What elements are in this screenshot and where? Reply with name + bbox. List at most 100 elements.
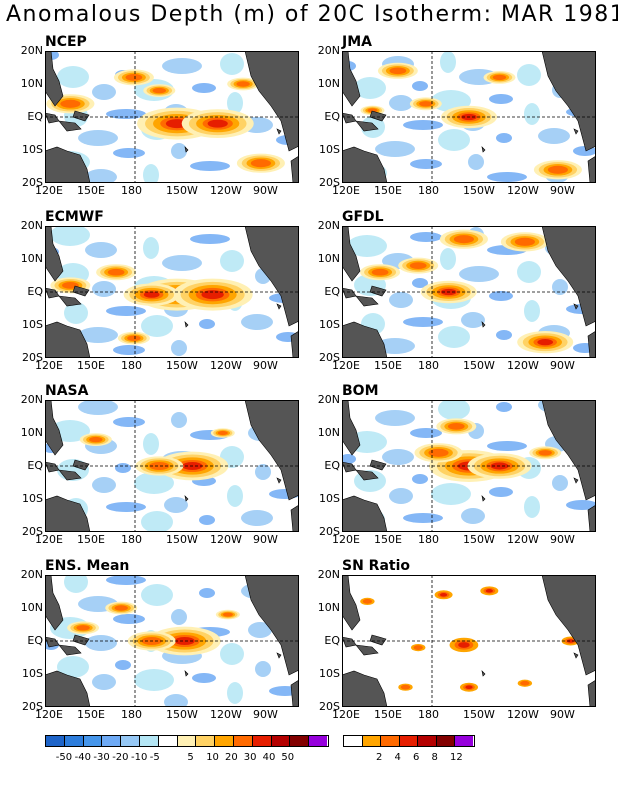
landmass [45,495,91,532]
anomaly-patch [134,472,174,494]
lat-tick-label: 10S [22,667,43,680]
anomaly-patch [487,441,527,451]
anomaly-patch [382,449,414,465]
lon-tick-label: 150W [463,533,495,546]
anomaly-contour [492,74,507,81]
panel-title: JMA [342,34,372,50]
anomaly-colorbar-labels: -50 -40 -30 -20 -10 -5 5 10 20 30 40 50 [45,752,345,766]
anomaly-contour [413,645,423,650]
lat-tick-label: EQ [324,634,340,647]
anomaly-patch [113,614,145,624]
lon-tick-label: 150W [463,359,495,372]
map-panel: BOM [342,383,596,532]
lat-tick-label: 20S [319,176,340,189]
anomaly-contour [114,605,128,611]
anomaly-contour [76,625,90,631]
landmass [573,128,579,135]
landmass [573,652,579,659]
landmass [355,295,379,307]
lat-tick-label: 10S [319,667,340,680]
landmass [45,636,60,648]
landmass [342,636,357,648]
anomaly-patch [227,92,243,114]
map-panel: NCEP [45,34,299,183]
anomaly-patch [255,661,271,677]
lat-tick-label: EQ [324,459,340,472]
anomaly-patch [552,279,568,295]
landmass [184,670,189,677]
colorbar-swatch [102,736,122,746]
anomaly-map [342,226,596,358]
lon-tick-label: 90W [550,359,575,372]
lon-tick-label: 180 [121,708,142,721]
lat-tick-label: 20S [22,700,43,713]
anomaly-contour [107,268,125,276]
anomaly-patch [524,496,540,518]
lat-tick-label: 20N [317,568,340,581]
lon-tick-label: 120E [332,184,360,197]
landmass [290,504,299,532]
landmass [355,469,379,481]
lon-tick-label: 120W [210,533,242,546]
lat-tick-label: 20S [22,176,43,189]
sn-ratio-colorbar [343,735,475,747]
anomaly-patch [92,84,116,100]
landmass [72,110,90,122]
lon-tick-label: 120W [210,359,242,372]
anomaly-patch [143,433,159,455]
anomaly-patch [113,417,145,427]
lat-tick-label: 20N [20,568,43,581]
lat-tick-label: 10S [22,318,43,331]
colorbar-swatch [139,736,159,746]
landmass [342,321,388,358]
landmass [244,575,299,676]
anomaly-patch [403,120,443,130]
landmass [587,330,596,358]
colorbar-swatch [381,736,400,746]
landmass [45,461,60,473]
landmass [45,51,64,107]
anomaly-map [342,51,596,183]
landmass [369,634,387,646]
landmass [72,459,90,471]
colorbar-label: -5 [149,752,160,763]
colorbar-swatch [399,736,418,746]
lat-tick-label: EQ [27,634,43,647]
anomaly-patch [375,141,415,157]
anomaly-patch [192,83,216,93]
landmass [244,51,299,152]
anomaly-patch [438,129,470,151]
colorbar-label: 50 [281,752,295,763]
landmass [58,644,82,656]
anomaly-patch [164,497,188,513]
colorbar-label: -40 [74,752,91,763]
anomaly-patch [403,317,443,327]
anomaly-patch [389,488,413,504]
colorbar-swatch [455,736,473,746]
anomaly-patch [162,58,202,74]
lon-tick-label: 180 [418,359,439,372]
anomaly-contour [485,589,493,593]
colorbar-swatch [196,736,216,746]
anomaly-patch [410,159,442,169]
anomaly-contour [389,67,407,75]
lon-tick-label: 150E [374,184,402,197]
lat-tick-label: 20S [22,351,43,364]
landmass [342,112,357,124]
lat-tick-label: 20N [317,44,340,57]
colorbar-swatch [309,736,327,746]
lat-tick-label: 20N [20,44,43,57]
anomaly-patch [517,261,541,283]
lon-tick-label: 120E [332,533,360,546]
anomaly-patch [440,248,456,270]
colorbar-label: -20 [112,752,129,763]
lat-tick-label: EQ [324,285,340,298]
anomaly-contour [428,448,449,457]
landmass [58,295,82,307]
anomaly-patch [220,53,244,75]
anomaly-patch [227,682,243,704]
panel-title: ECMWF [45,209,104,225]
anomaly-patch [141,315,173,337]
anomaly-contour [149,461,170,471]
colorbar-label: 2 [376,752,383,763]
